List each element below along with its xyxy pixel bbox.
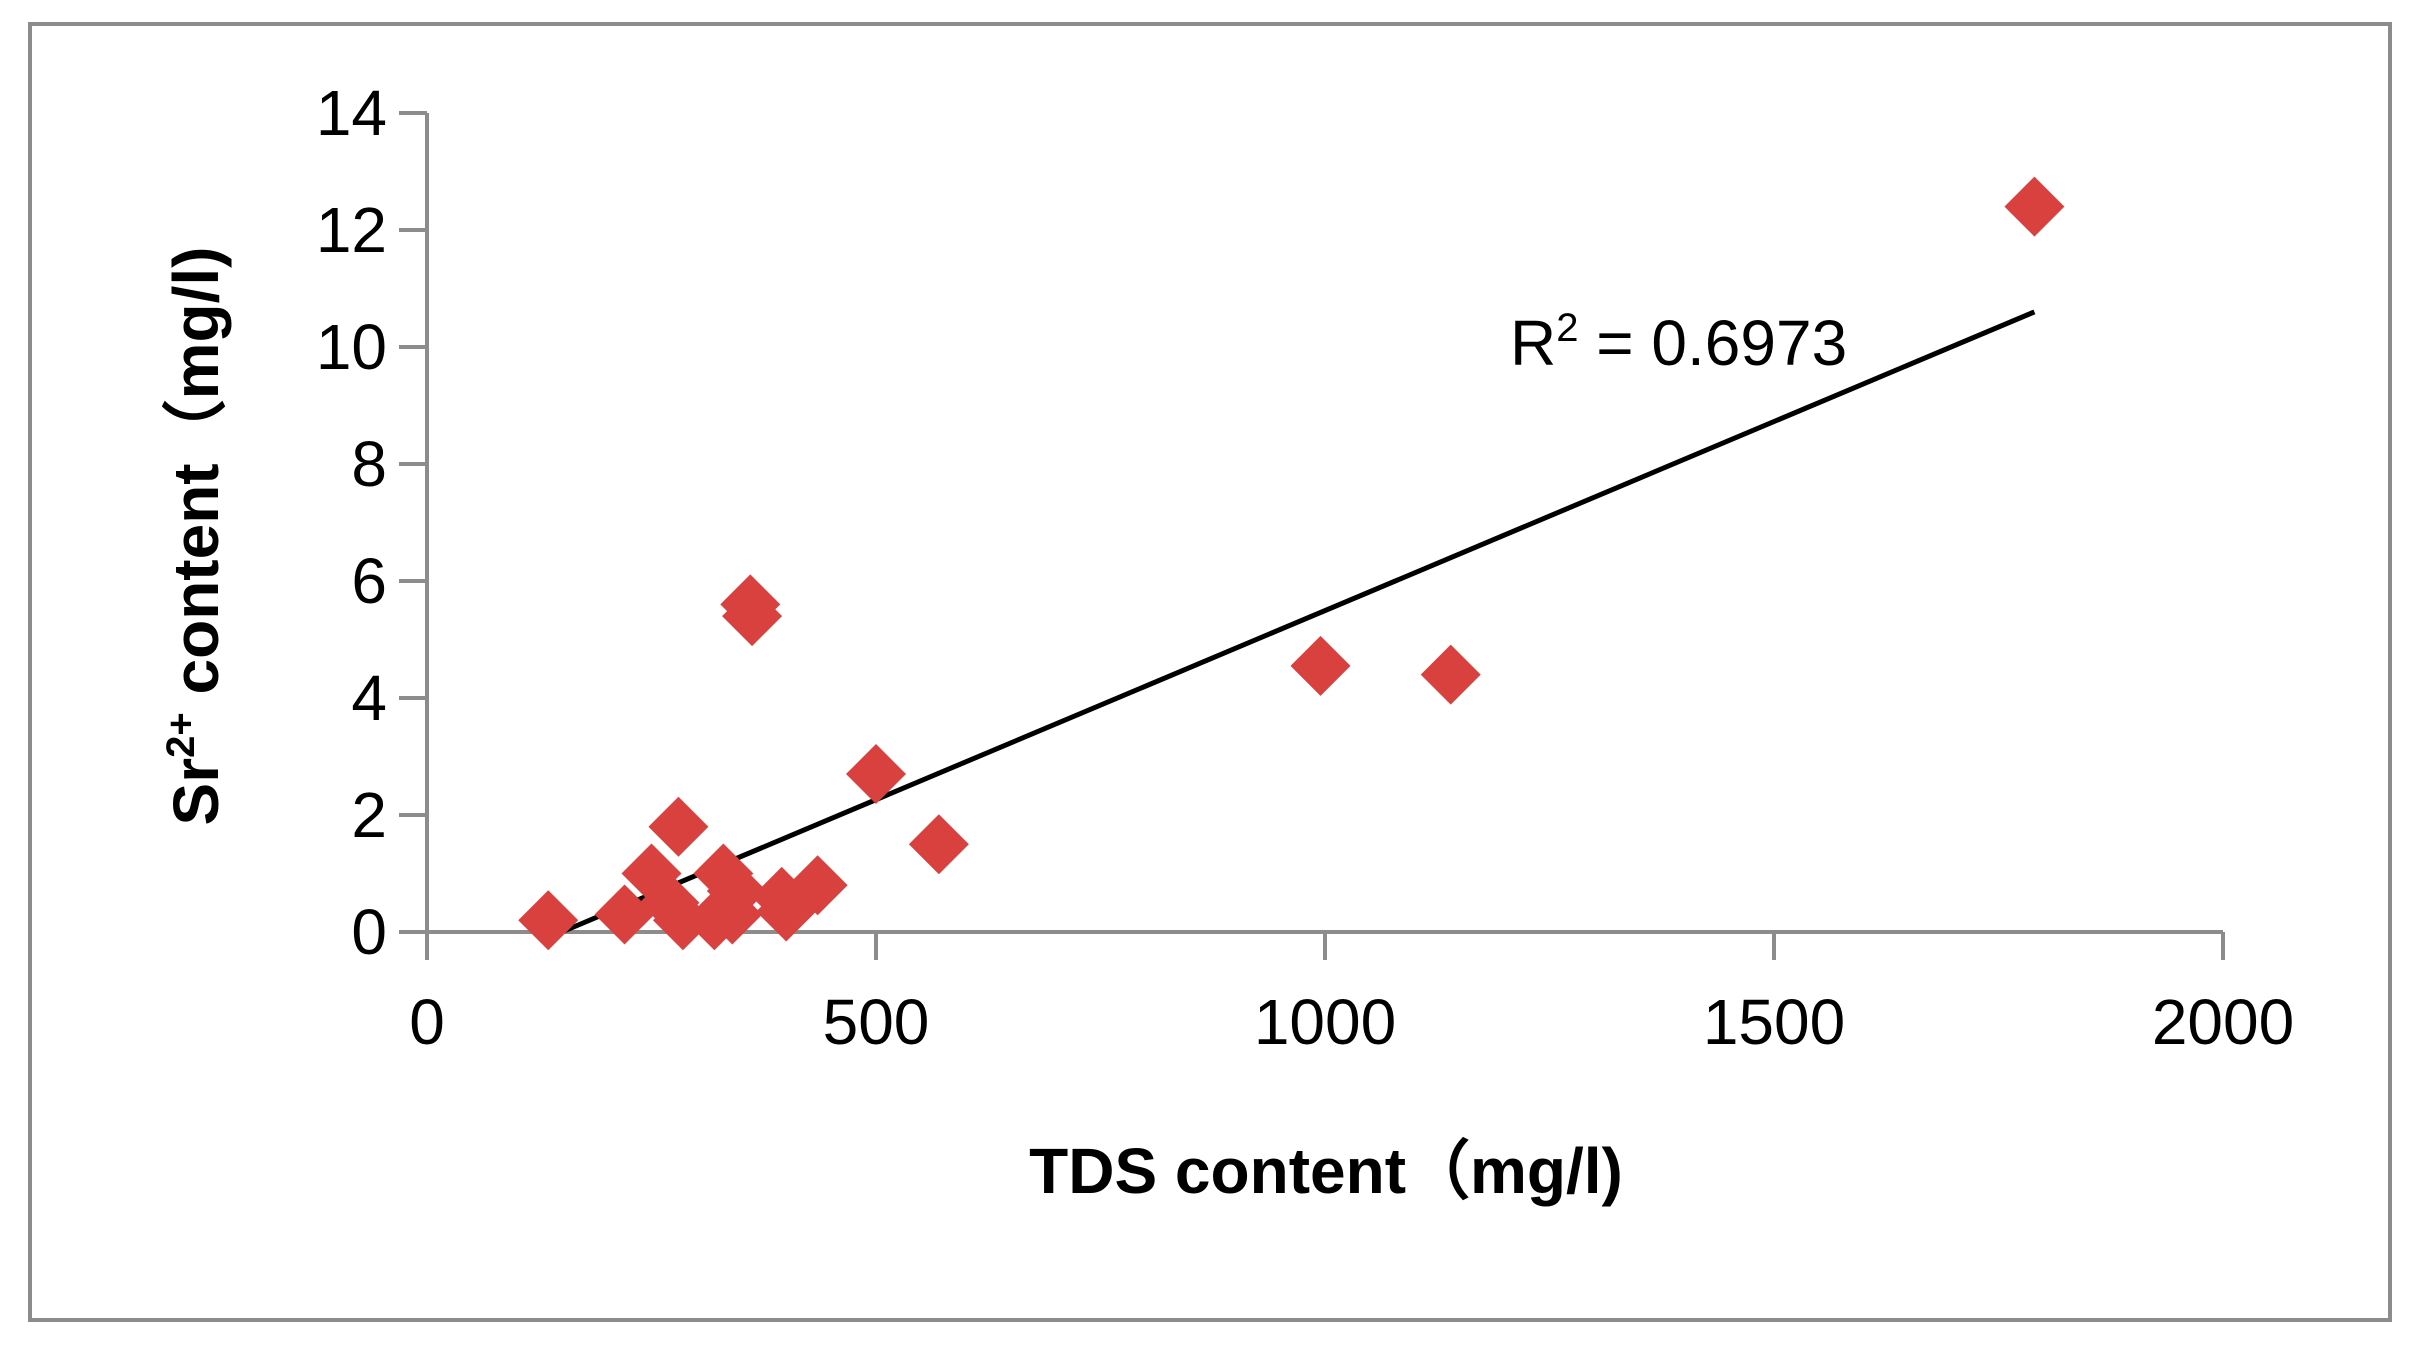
- x-axis-title: TDS content（mg/l): [1029, 1135, 1623, 1207]
- data-point: [722, 586, 783, 647]
- y-axis-title: Sr2+ content（mg/l): [159, 247, 232, 826]
- trendline: [560, 309, 2036, 935]
- x-tick-label: 2000: [2152, 986, 2294, 1058]
- y-tick-label: 8: [351, 428, 387, 500]
- data-point: [908, 814, 969, 875]
- y-tick-label: 10: [316, 311, 387, 383]
- data-point: [518, 890, 579, 951]
- data-point: [594, 884, 655, 945]
- trendline-group: [560, 309, 2036, 935]
- data-points: [518, 176, 2065, 951]
- data-point: [652, 890, 713, 951]
- data-point: [787, 855, 848, 916]
- data-point: [2004, 176, 2065, 237]
- data-point: [648, 796, 709, 857]
- y-tick-label: 2: [351, 779, 387, 851]
- y-tick-label: 0: [351, 896, 387, 968]
- data-point: [1290, 635, 1351, 696]
- x-tick-label: 500: [823, 986, 930, 1058]
- x-tick-label: 0: [409, 986, 445, 1058]
- x-tick-label: 1000: [1254, 986, 1396, 1058]
- y-tick-label: 6: [351, 545, 387, 617]
- y-tick-label: 12: [316, 194, 387, 266]
- r-squared-label: R2 = 0.6973: [1510, 306, 1847, 379]
- data-point: [702, 884, 763, 945]
- tick-labels: 0 2 4 6 8 10 12 14 0 500 1000 1500 2000: [316, 77, 2294, 1058]
- data-point: [1420, 644, 1481, 705]
- x-tick-label: 1500: [1703, 986, 1845, 1058]
- y-tick-label: 14: [316, 77, 387, 149]
- data-point: [846, 744, 906, 805]
- y-tick-label: 4: [351, 662, 387, 734]
- chart-frame: [28, 22, 2392, 1322]
